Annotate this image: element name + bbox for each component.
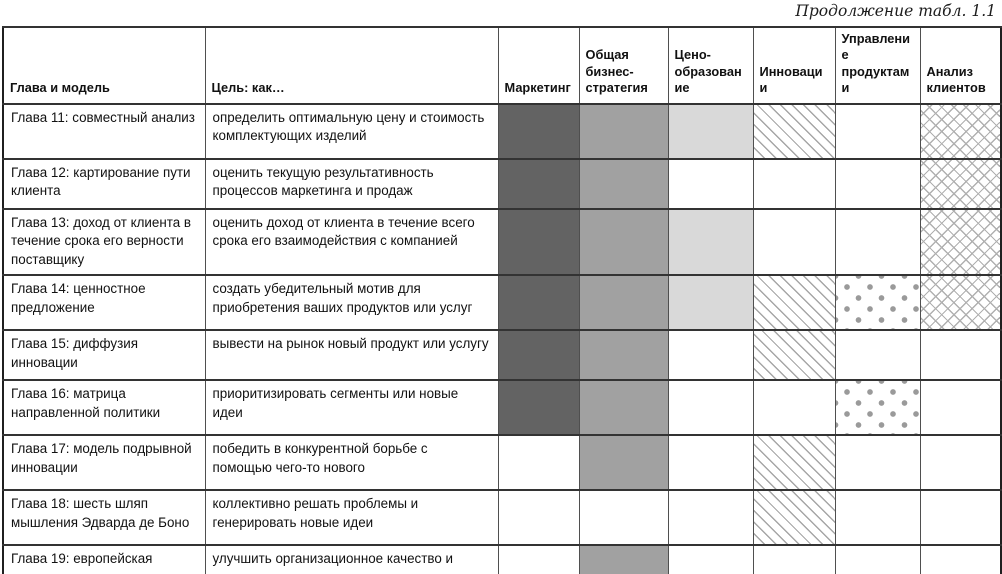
- matrix-cell-innovation: [752, 378, 836, 436]
- matrix-cell-customers: [919, 207, 1002, 276]
- matrix-cell-pricing: [667, 378, 754, 436]
- table-row: Глава 19: европейская модель делового со…: [2, 543, 1002, 574]
- matrix-cell-pricing: [667, 433, 754, 491]
- table-row: Глава 16: матрица направленной политики …: [2, 378, 1002, 436]
- matrix-cell-customers: [919, 102, 1002, 160]
- matrix-cell-products: [834, 102, 921, 160]
- matrix-cell-customers: [919, 157, 1002, 210]
- header-row: Глава и модель Цель: как… Маркетинг Обща…: [2, 26, 1002, 105]
- goal-cell: оценить текущую результативность процесс…: [204, 157, 499, 210]
- matrix-cell-customers: [919, 328, 1002, 381]
- goal-cell: вывести на рынок новый продукт или услуг…: [204, 328, 499, 381]
- goal-cell: приоритизировать сегменты или новые идеи: [204, 378, 499, 436]
- header-innovation: Инновации: [752, 26, 836, 105]
- matrix-cell-marketing: [497, 273, 580, 331]
- matrix-cell-innovation: [752, 102, 836, 160]
- header-customers: Анализ клиентов: [919, 26, 1002, 105]
- matrix-cell-customers: [919, 378, 1002, 436]
- matrix-cell-innovation: [752, 207, 836, 276]
- matrix-cell-marketing: [497, 433, 580, 491]
- matrix-cell-products: [834, 433, 921, 491]
- matrix-cell-customers: [919, 433, 1002, 491]
- matrix-cell-pricing: [667, 543, 754, 574]
- matrix-cell-marketing: [497, 207, 580, 276]
- matrix-cell-strategy: [578, 488, 669, 546]
- chapter-cell: Глава 14: ценностное предложение: [2, 273, 206, 331]
- matrix-cell-marketing: [497, 328, 580, 381]
- matrix-cell-pricing: [667, 102, 754, 160]
- table-row: Глава 14: ценностное предложение создать…: [2, 273, 1002, 331]
- table-row: Глава 18: шесть шляп мышления Эдварда де…: [2, 488, 1002, 546]
- matrix-cell-customers: [919, 273, 1002, 331]
- matrix-cell-products: [834, 328, 921, 381]
- matrix-cell-products: [834, 378, 921, 436]
- table-row: Глава 17: модель подрывной инновации поб…: [2, 433, 1002, 491]
- matrix-cell-strategy: [578, 207, 669, 276]
- table-row: Глава 15: диффузия инновации вывести на …: [2, 328, 1002, 381]
- chapter-cell: Глава 11: совместный анализ: [2, 102, 206, 160]
- matrix-cell-pricing: [667, 207, 754, 276]
- header-goal: Цель: как…: [204, 26, 499, 105]
- chapter-cell: Глава 12: картирование пути клиента: [2, 157, 206, 210]
- matrix-cell-innovation: [752, 543, 836, 574]
- matrix-cell-marketing: [497, 543, 580, 574]
- matrix-cell-marketing: [497, 102, 580, 160]
- table-row: Глава 13: доход от клиента в течение сро…: [2, 207, 1002, 276]
- matrix-cell-pricing: [667, 328, 754, 381]
- header-pricing: Цено-образование: [667, 26, 754, 105]
- goal-cell: коллективно решать проблемы и генерирова…: [204, 488, 499, 546]
- header-chapter: Глава и модель: [2, 26, 206, 105]
- matrix-cell-pricing: [667, 273, 754, 331]
- goal-cell: определить оптимальную цену и стоимость …: [204, 102, 499, 160]
- chapter-cell: Глава 18: шесть шляп мышления Эдварда де…: [2, 488, 206, 546]
- matrix-cell-innovation: [752, 157, 836, 210]
- matrix-cell-strategy: [578, 328, 669, 381]
- matrix-cell-innovation: [752, 433, 836, 491]
- table-row: Глава 11: совместный анализ определить о…: [2, 102, 1002, 160]
- header-strategy: Общая бизнес-стратегия: [578, 26, 669, 105]
- models-matrix-table: Глава и модель Цель: как… Маркетинг Обща…: [2, 26, 1002, 574]
- chapter-cell: Глава 19: европейская модель делового со…: [2, 543, 206, 574]
- header-products: Управление продуктами: [834, 26, 921, 105]
- goal-cell: улучшить организационное качество и резу…: [204, 543, 499, 574]
- matrix-cell-innovation: [752, 273, 836, 331]
- matrix-cell-innovation: [752, 328, 836, 381]
- matrix-cell-strategy: [578, 378, 669, 436]
- matrix-cell-innovation: [752, 488, 836, 546]
- matrix-cell-strategy: [578, 102, 669, 160]
- chapter-cell: Глава 16: матрица направленной политики: [2, 378, 206, 436]
- table-caption: Продолжение табл. 1.1: [795, 2, 996, 20]
- matrix-cell-strategy: [578, 433, 669, 491]
- matrix-cell-products: [834, 157, 921, 210]
- goal-cell: создать убедительный мотив для приобрете…: [204, 273, 499, 331]
- goal-cell: оценить доход от клиента в течение всего…: [204, 207, 499, 276]
- chapter-cell: Глава 15: диффузия инновации: [2, 328, 206, 381]
- matrix-cell-products: [834, 273, 921, 331]
- matrix-cell-products: [834, 207, 921, 276]
- matrix-cell-pricing: [667, 157, 754, 210]
- matrix-cell-strategy: [578, 273, 669, 331]
- matrix-cell-products: [834, 488, 921, 546]
- matrix-cell-strategy: [578, 157, 669, 210]
- matrix-cell-marketing: [497, 157, 580, 210]
- matrix-cell-products: [834, 543, 921, 574]
- matrix-cell-pricing: [667, 488, 754, 546]
- matrix-cell-marketing: [497, 488, 580, 546]
- table-row: Глава 12: картирование пути клиента оцен…: [2, 157, 1002, 210]
- chapter-cell: Глава 13: доход от клиента в течение сро…: [2, 207, 206, 276]
- chapter-cell: Глава 17: модель подрывной инновации: [2, 433, 206, 491]
- goal-cell: победить в конкурентной борьбе с помощью…: [204, 433, 499, 491]
- header-marketing: Маркетинг: [497, 26, 580, 105]
- matrix-cell-strategy: [578, 543, 669, 574]
- matrix-cell-customers: [919, 488, 1002, 546]
- matrix-cell-marketing: [497, 378, 580, 436]
- matrix-cell-customers: [919, 543, 1002, 574]
